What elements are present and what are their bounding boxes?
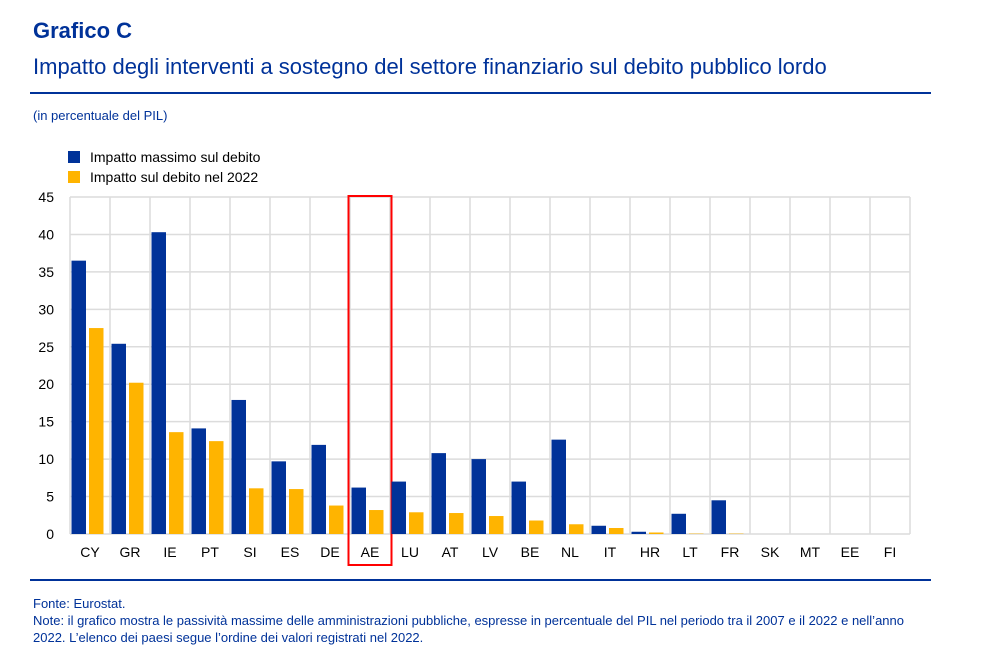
y-tick-label: 40 [38,226,54,242]
x-tick-label: IE [163,544,176,560]
bar-GR-max [111,343,126,534]
x-tick-label: GR [120,544,141,560]
y-tick-label: 0 [46,526,54,542]
x-tick-label: LV [482,544,499,560]
bar-LT-max [671,513,686,534]
x-tick-label: MT [800,544,821,560]
y-tick-label: 5 [46,489,54,505]
x-tick-label: DE [320,544,339,560]
bar-LV-2022 [489,516,504,534]
highlight-box [347,195,393,566]
y-tick-label: 35 [38,264,54,280]
y-tick-label: 15 [38,414,54,430]
divider [30,579,931,581]
chart-subtitle: Impatto degli interventi a sostegno del … [33,54,827,79]
bar-AT-max [431,453,446,534]
y-tick-label: 10 [38,451,54,467]
y-tick-label: 45 [38,189,54,205]
bar-NL-2022 [569,524,584,534]
bar-NL-max [551,439,566,534]
bar-FR-max [711,500,726,534]
legend-swatch [68,151,80,163]
legend-label: Impatto sul debito nel 2022 [90,169,259,185]
x-tick-label: SK [761,544,780,560]
bar-BE-max [511,481,526,534]
unit-label: (in percentuale del PIL) [33,108,168,123]
source-note: Fonte: Eurostat. [33,596,126,611]
chart-title: Grafico C [33,18,133,43]
bar-AE-max [351,487,366,534]
y-tick-label: 30 [38,301,54,317]
note-text: Note: il grafico mostra le passività mas… [33,613,904,645]
x-tick-label: FI [884,544,896,560]
x-tick-label: CY [80,544,100,560]
x-tick-label: AE [361,544,380,560]
bar-BE-2022 [529,520,544,534]
bar-PT-max [191,428,206,534]
x-tick-label: LT [682,544,698,560]
bar-IT-2022 [609,528,624,534]
x-tick-label: LU [401,544,419,560]
bar-CY-max [71,260,86,534]
bar-AE-2022 [369,510,384,534]
bar-GR-2022 [129,382,144,534]
legend-swatch [68,171,80,183]
bar-PT-2022 [209,441,224,534]
x-tick-label: ES [281,544,300,560]
bar-LU-max [391,481,406,534]
legend-label: Impatto massimo sul debito [90,149,261,165]
footnotes: Fonte: Eurostat. Note: il grafico mostra… [33,595,933,646]
legend-item-max: Impatto massimo sul debito [68,149,260,165]
divider [30,92,931,94]
bar-DE-max [311,444,326,534]
x-tick-label: AT [442,544,459,560]
bar-LU-2022 [409,512,424,534]
bar-LV-max [471,459,486,534]
x-tick-label: BE [521,544,540,560]
bar-CY-2022 [89,328,104,534]
bar-IE-max [151,232,166,534]
y-tick-label: 20 [38,376,54,392]
x-tick-label: IT [604,544,617,560]
bar-SI-max [231,399,246,534]
legend-item-2022: Impatto sul debito nel 2022 [68,169,258,185]
bar-HR-2022 [649,532,664,534]
x-tick-label: HR [640,544,660,560]
bar-HR-max [631,531,646,534]
bar-ES-max [271,461,286,534]
x-tick-label: NL [561,544,579,560]
x-tick-label: PT [201,544,219,560]
bar-IE-2022 [169,432,184,534]
y-tick-label: 25 [38,339,54,355]
bar-IT-max [591,525,606,534]
x-tick-label: EE [841,544,860,560]
bar-DE-2022 [329,505,344,534]
x-tick-label: SI [243,544,256,560]
bar-AT-2022 [449,513,464,534]
bar-SI-2022 [249,488,264,534]
x-tick-label: FR [721,544,740,560]
bar-ES-2022 [289,489,304,534]
